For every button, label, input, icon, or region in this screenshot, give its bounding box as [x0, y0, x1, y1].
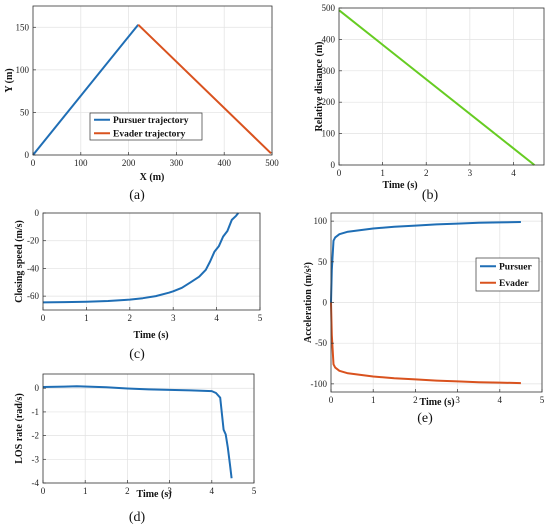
x-tick-label: 0: [329, 395, 334, 405]
x-tick-label: 3: [455, 395, 460, 405]
y-tick-label: -60: [27, 291, 39, 301]
x-tick-label: 2: [128, 313, 133, 323]
y-tick-label: -1: [32, 407, 40, 417]
y-tick-label: 400: [322, 34, 336, 44]
x-tick-label: 0: [41, 486, 46, 496]
x-tick-label: 1: [84, 313, 89, 323]
panel-label-b: (b): [422, 188, 439, 203]
y-tick-label: 150: [16, 22, 30, 32]
legend-entry: Pursuer trajectory: [113, 116, 189, 126]
x-tick-label: 5: [252, 486, 257, 496]
y-axis-label-b: Relative distance (m): [314, 42, 325, 132]
legend-box: [475, 257, 540, 292]
series-line-b-0: [338, 9, 536, 166]
x-tick-label: 1: [371, 395, 376, 405]
chart-e: 0 1 2 3 4 5 100 50 0 -50 -100 Time (s) Acceleration …: [303, 212, 545, 426]
y-tick-label: 50: [318, 257, 328, 267]
y-tick-label: -100: [311, 379, 328, 389]
y-tick-label: -20: [27, 236, 39, 246]
y-tick-label: 500: [322, 3, 336, 13]
x-axis-label-c: Time (s): [133, 330, 168, 341]
x-axis-label-b: Time (s): [382, 180, 417, 191]
x-tick-label: 3: [468, 168, 473, 178]
chart-c: 0 1 2 3 4 5 0 -20 -40 -60 Time (s) Closing speed (m…: [14, 208, 263, 362]
x-tick-label: 1: [83, 486, 88, 496]
y-tick-label: 100: [322, 129, 336, 139]
x-tick-label: 2: [424, 168, 429, 178]
x-tick-label: 0: [41, 313, 46, 323]
y-tick-label: 100: [314, 216, 328, 226]
x-tick-label: 200: [122, 158, 136, 168]
chart-a: 0 100 200 300 400 500 0 50 100 150 X (m) Y (m) (a) Pu…: [4, 5, 279, 203]
series-line-c-0: [42, 212, 240, 304]
series-line-a-1: [137, 23, 272, 155]
y-tick-label: -3: [32, 454, 40, 464]
x-tick-label: 4: [214, 313, 219, 323]
plot-area-b: [339, 8, 544, 165]
y-tick-label: 50: [20, 107, 30, 117]
x-tick-label: 4: [498, 395, 503, 405]
x-tick-label: 0: [337, 168, 342, 178]
y-axis-label-a: Y (m): [4, 68, 15, 92]
x-tick-label: 5: [258, 313, 263, 323]
x-axis-label-a: X (m): [140, 172, 165, 183]
y-axis-label-e: Acceleration (m/s²): [303, 262, 314, 343]
axes-frame-d: [42, 373, 255, 484]
x-tick-label: 4: [210, 486, 215, 496]
y-tick-label: -4: [32, 478, 40, 488]
y-tick-label: 0: [35, 208, 40, 218]
x-tick-label: 3: [171, 313, 176, 323]
x-tick-label: 4: [511, 168, 516, 178]
x-tick-label: 2: [413, 395, 418, 405]
axes-frame-b: [338, 7, 545, 166]
panel-label-a: (a): [129, 188, 145, 203]
x-tick-label: 300: [170, 158, 184, 168]
x-tick-label: 5: [540, 395, 545, 405]
series-line-d-0: [42, 385, 233, 479]
y-tick-label: 0: [323, 298, 328, 308]
x-tick-label: 100: [74, 158, 88, 168]
y-tick-label: -40: [27, 263, 39, 273]
y-tick-label: -50: [315, 338, 327, 348]
x-axis-label-e: Time (s): [419, 397, 454, 408]
chart-b: 0 1 2 3 4 0 100 200 300 400 500 Time (s) Relative di…: [314, 3, 545, 203]
panel-label-e: (e): [417, 411, 433, 426]
x-tick-label: 0: [31, 158, 36, 168]
x-tick-label: 400: [217, 158, 231, 168]
series-line-a-0: [32, 24, 139, 156]
y-tick-label: 200: [322, 97, 336, 107]
y-axis-label-d: LOS rate (rad/s): [14, 393, 25, 464]
legend-entry: Evader: [499, 279, 529, 289]
series-line-e-0: [330, 221, 521, 303]
y-tick-label: 0: [25, 150, 30, 160]
y-tick-label: 300: [322, 66, 336, 76]
y-tick-label: 0: [331, 160, 336, 170]
x-tick-label: 3: [167, 486, 172, 496]
legend-box: [89, 112, 203, 141]
y-axis-label-c: Closing speed (m/s): [14, 220, 25, 303]
axes-frame-c: [42, 212, 261, 311]
legend-entry: Pursuer: [499, 263, 533, 273]
x-tick-label: 2: [125, 486, 130, 496]
legend-entry: Evader trajectory: [113, 130, 186, 140]
plot-area-d: [43, 374, 254, 483]
y-tick-label: 100: [16, 65, 30, 75]
panel-label-c: (c): [129, 347, 145, 362]
x-tick-label: 500: [265, 158, 279, 168]
axes-frame-a: [32, 5, 273, 156]
y-tick-label: 0: [35, 383, 40, 393]
series-line-e-1: [330, 302, 521, 385]
x-tick-label: 1: [380, 168, 385, 178]
legend-e: Pursuer Evader: [475, 257, 540, 292]
legend-a: Pursuer trajectory Evader trajectory: [89, 112, 203, 141]
plot-area-c: [43, 213, 260, 310]
y-tick-label: -2: [32, 431, 40, 441]
x-axis-label-d: Time (s): [136, 489, 171, 500]
panel-label-d: (d): [129, 510, 146, 525]
chart-d: 0 1 2 3 4 5 0 -1 -2 -3 -4 Time (s) LOS rate (rad/s) (…: [14, 373, 257, 525]
